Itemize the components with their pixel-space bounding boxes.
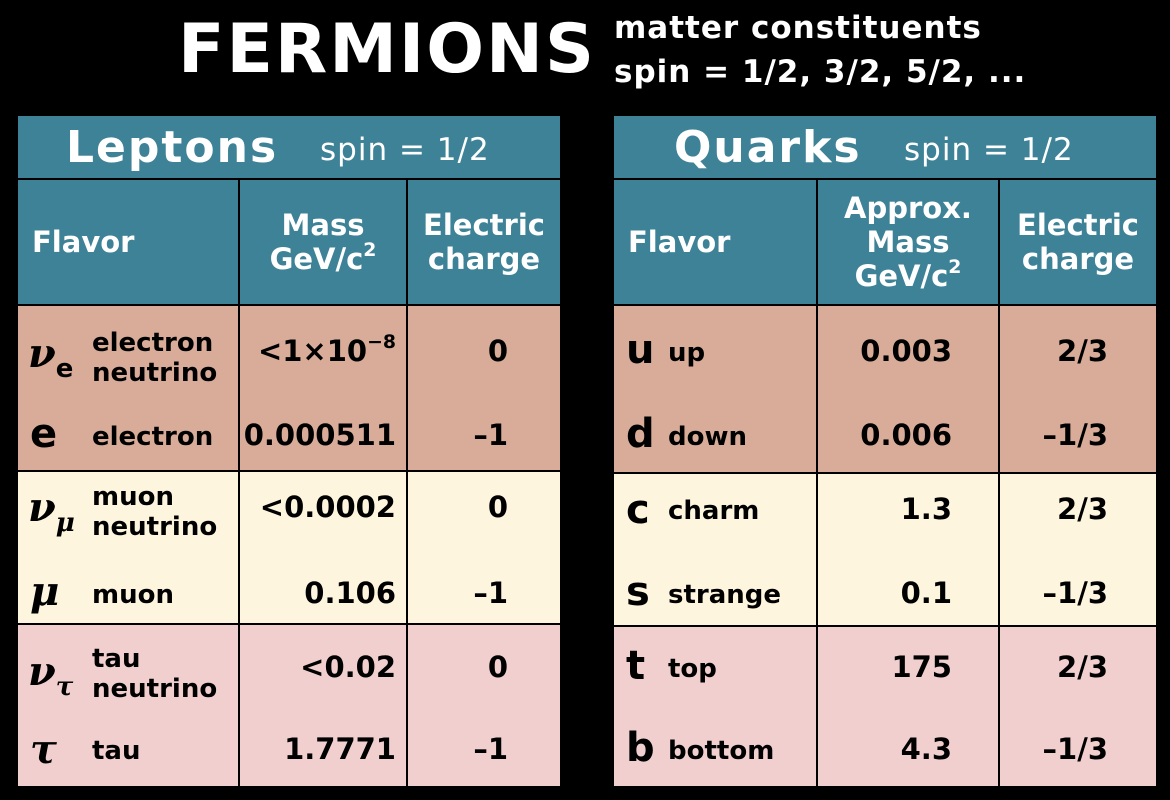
lepton-charge-electron-neutrino: 0	[487, 334, 508, 368]
quark-name-strange: strange	[668, 580, 782, 610]
page-subtitle: matter constituents spin = 1/2, 3/2, 5/2…	[614, 6, 1026, 94]
lepton-charge-muon-neutrino: 0	[487, 490, 508, 524]
lepton-charge-muon: –1	[473, 576, 508, 610]
subtitle-line-2: spin = 1/2, 3/2, 5/2, ...	[614, 54, 1027, 90]
lepton-name-tau: tau	[92, 736, 141, 766]
lepton-name-muon: muon	[92, 580, 174, 610]
quark-charge-up: 2/3	[1057, 334, 1108, 368]
quarks-title-bar: Quarks spin = 1/2	[614, 116, 1156, 180]
lepton-mass-electron-neutrino: <1×10−8	[257, 331, 396, 368]
lepton-mass-tau: 1.7771	[284, 732, 396, 766]
quark-charge-down: –1/3	[1042, 418, 1108, 452]
lepton-symbol-tau: τ	[30, 726, 57, 773]
quark-mass-charm: 1.3	[900, 492, 952, 526]
quark-name-up: up	[668, 338, 706, 368]
leptons-col-flavor-label: Flavor	[32, 225, 135, 259]
leptons-title: Leptons	[66, 122, 279, 173]
quark-mass-strange: 0.1	[900, 576, 952, 610]
lepton-mass-electron: 0.000511	[243, 418, 396, 452]
divider	[998, 180, 1000, 786]
quark-charge-strange: –1/3	[1042, 576, 1108, 610]
divider	[614, 625, 1156, 627]
leptons-col-mass-unit: GeV/c2	[269, 239, 377, 276]
quarks-col-mass-label-2: Mass	[866, 225, 950, 259]
lepton-name-electron: electron	[92, 422, 214, 452]
quark-mass-bottom: 4.3	[900, 732, 952, 766]
page-header: FERMIONS matter constituents spin = 1/2,…	[0, 0, 1170, 110]
quark-mass-down: 0.006	[860, 418, 952, 452]
leptons-spin: spin = 1/2	[320, 132, 490, 168]
divider	[18, 304, 560, 306]
quarks-col-mass-unit: GeV/c2	[854, 256, 962, 293]
lepton-name-tau-neutrino: tau neutrino	[92, 644, 218, 704]
lepton-mass-muon-neutrino: <0.0002	[259, 490, 396, 524]
quarks-generation-1	[614, 306, 1156, 472]
quark-symbol-strange: s	[626, 569, 650, 615]
quark-name-charm: charm	[668, 496, 760, 526]
lepton-charge-electron: –1	[473, 418, 508, 452]
leptons-title-bar: Leptons spin = 1/2	[18, 116, 560, 180]
leptons-col-charge-label-2: charge	[427, 242, 541, 276]
quarks-col-flavor-label: Flavor	[628, 225, 731, 259]
lepton-symbol-electron: e	[30, 411, 58, 457]
lepton-name-muon-neutrino: muon neutrino	[92, 482, 218, 542]
quarks-generation-2	[614, 474, 1156, 625]
quarks-col-flavor: Flavor	[614, 180, 816, 304]
quark-name-top: top	[668, 654, 717, 684]
divider	[238, 180, 240, 786]
leptons-generation-3	[18, 625, 560, 786]
leptons-col-mass-label: Mass	[281, 208, 365, 242]
quark-symbol-bottom: b	[626, 725, 655, 771]
lepton-mass-muon: 0.106	[304, 576, 396, 610]
lepton-symbol-muon: μ	[30, 568, 60, 615]
quarks-col-mass: Approx. Mass GeV/c2	[818, 180, 998, 304]
quark-charge-top: 2/3	[1057, 650, 1108, 684]
quark-charge-charm: 2/3	[1057, 492, 1108, 526]
quarks-col-mass-label-1: Approx.	[844, 191, 972, 225]
subtitle-line-1: matter constituents	[614, 10, 982, 46]
quark-mass-top: 175	[891, 650, 952, 684]
divider	[614, 304, 1156, 306]
divider	[18, 470, 560, 472]
divider	[614, 472, 1156, 474]
leptons-col-flavor: Flavor	[18, 180, 238, 304]
quark-name-bottom: bottom	[668, 736, 775, 766]
lepton-symbol-muon-neutrino: νμ	[28, 484, 75, 539]
leptons-generation-1	[18, 306, 560, 470]
quark-symbol-charm: c	[626, 487, 650, 533]
divider	[406, 180, 408, 786]
lepton-name-electron-neutrino: electron neutrino	[92, 328, 218, 388]
quarks-generation-3	[614, 627, 1156, 786]
divider	[816, 180, 818, 786]
leptons-col-mass: Mass GeV/c2	[240, 180, 406, 304]
quarks-spin: spin = 1/2	[904, 132, 1074, 168]
lepton-symbol-electron-neutrino: νe	[28, 330, 74, 385]
quark-name-down: down	[668, 422, 748, 452]
leptons-table: Leptons spin = 1/2 Flavor Mass GeV/c2 El…	[16, 114, 562, 788]
leptons-col-charge-label-1: Electric	[423, 208, 545, 242]
lepton-charge-tau-neutrino: 0	[487, 650, 508, 684]
quark-charge-bottom: –1/3	[1042, 732, 1108, 766]
lepton-mass-tau-neutrino: <0.02	[300, 650, 396, 684]
lepton-symbol-tau-neutrino: ντ	[28, 648, 74, 703]
divider	[18, 623, 560, 625]
quarks-title: Quarks	[674, 122, 862, 173]
quarks-col-charge-label-2: charge	[1021, 242, 1135, 276]
leptons-generation-2	[18, 472, 560, 623]
leptons-col-charge: Electric charge	[408, 180, 560, 304]
quark-symbol-up: u	[626, 327, 655, 373]
quarks-col-charge: Electric charge	[1000, 180, 1156, 304]
quark-mass-up: 0.003	[860, 334, 952, 368]
quarks-col-charge-label-1: Electric	[1017, 208, 1139, 242]
quark-symbol-down: d	[626, 411, 655, 457]
page-title: FERMIONS	[178, 10, 596, 89]
quark-symbol-top: t	[626, 643, 646, 689]
lepton-charge-tau: –1	[473, 732, 508, 766]
quarks-table: Quarks spin = 1/2 Flavor Approx. Mass Ge…	[612, 114, 1158, 788]
